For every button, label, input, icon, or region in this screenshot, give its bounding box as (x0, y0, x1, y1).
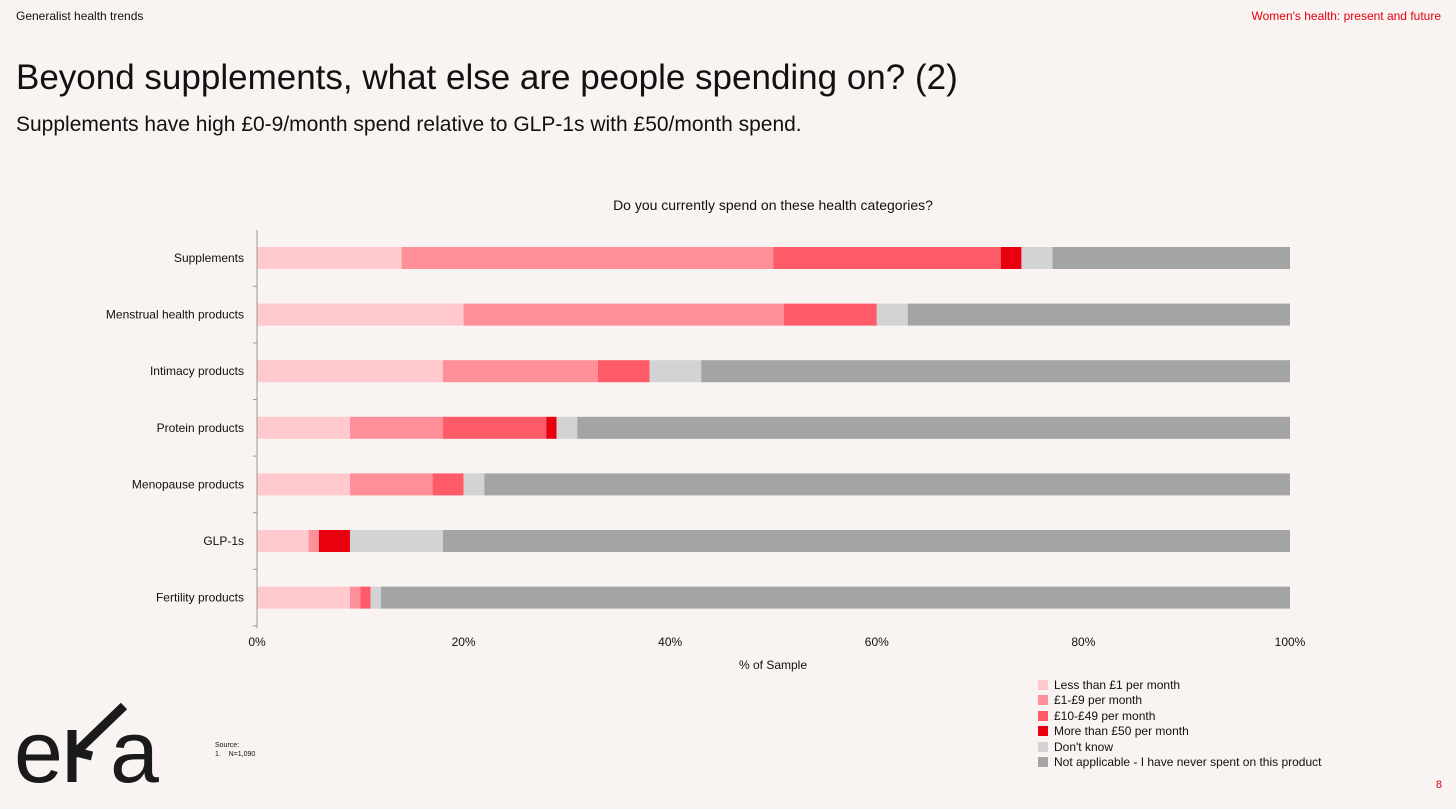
legend-label: More than £50 per month (1054, 724, 1189, 739)
legend-item: Don't know (1038, 739, 1322, 755)
x-tick-label: 40% (658, 635, 682, 649)
category-label: Protein products (157, 421, 244, 435)
category-label: Intimacy products (150, 364, 244, 378)
x-tick-label: 80% (1071, 635, 1095, 649)
bar-segment (257, 586, 350, 609)
bar-segment (773, 247, 1001, 269)
bar-segment (349, 530, 443, 552)
bar-segment (257, 530, 309, 552)
deck-title: Women's health: present and future (1251, 9, 1441, 23)
legend-label: Not applicable - I have never spent on t… (1054, 755, 1322, 770)
chart-legend: Less than £1 per month £1-£9 per month £10… (1038, 677, 1322, 770)
bar-segment (463, 473, 485, 496)
bar-segment (349, 473, 433, 496)
bar-segment (257, 303, 464, 326)
x-tick-label: 0% (248, 635, 266, 649)
legend-label: Don't know (1054, 739, 1113, 754)
category-label: GLP-1s (203, 534, 244, 548)
page-subtitle: Supplements have high £0-9/month spend r… (16, 113, 802, 136)
bar-segment (308, 530, 319, 552)
source-label: Source: (215, 742, 240, 749)
stacked-bar-chart: Do you currently spend on these health c… (106, 197, 1306, 672)
legend-item: More than £50 per month (1038, 724, 1322, 740)
bar-segment (442, 530, 1290, 552)
bar-segment (1052, 247, 1290, 269)
bar-segment (257, 416, 350, 439)
bar-segment (360, 586, 371, 609)
legend-item: Not applicable - I have never spent on t… (1038, 755, 1322, 771)
legend-swatch (1038, 679, 1048, 690)
x-axis-label: % of Sample (739, 658, 807, 672)
category-label: Supplements (174, 251, 244, 265)
legend-item: £1-£9 per month (1038, 693, 1322, 709)
bar-segment (442, 360, 598, 383)
bar-segment (577, 416, 1290, 439)
page-number: 8 (1435, 779, 1442, 791)
bar-segment (401, 247, 774, 269)
x-tick-label: 60% (865, 635, 889, 649)
page-title: Beyond supplements, what else are people… (16, 58, 958, 97)
legend-swatch (1038, 726, 1048, 737)
bar-segment (370, 586, 381, 609)
bar-segment (257, 360, 443, 383)
bar-segment (649, 360, 702, 383)
svg-text:e: e (14, 702, 60, 790)
source-note: Source: 1. N=1,090 (215, 741, 255, 759)
bar-segment (463, 303, 784, 326)
x-tick-label: 100% (1275, 635, 1306, 649)
svg-text:a: a (110, 702, 159, 790)
bar-segment (597, 360, 650, 383)
legend-label: Less than £1 per month (1054, 677, 1181, 692)
legend-label: £10-£49 per month (1054, 708, 1156, 723)
category-label: Menopause products (132, 477, 244, 491)
bar-segment (442, 416, 547, 439)
bar-segment (907, 303, 1290, 326)
bar-segment (349, 416, 443, 439)
bar-segment (1021, 247, 1053, 269)
bar-segment (349, 586, 361, 609)
legend-swatch (1038, 710, 1048, 721)
source-sample-size: 1. N=1,090 (215, 751, 256, 758)
bar-segment (432, 473, 464, 496)
category-label: Menstrual health products (106, 308, 244, 322)
bar-segment (380, 586, 1291, 609)
bar-segment (1000, 247, 1022, 269)
bar-segment (546, 416, 557, 439)
bar-segment (484, 473, 1290, 496)
legend-item: £10-£49 per month (1038, 708, 1322, 724)
bar-segment (318, 530, 350, 552)
bar-segment (876, 303, 908, 326)
bar-segment (783, 303, 877, 326)
bar-segment (701, 360, 1290, 383)
legend-item: Less than £1 per month (1038, 677, 1322, 693)
legend-swatch (1038, 757, 1048, 768)
section-label: Generalist health trends (16, 9, 144, 23)
bar-segment (556, 416, 578, 439)
category-label: Fertility products (156, 591, 244, 605)
bar-segment (257, 247, 402, 269)
x-tick-label: 20% (452, 635, 476, 649)
chart-title: Do you currently spend on these health c… (613, 197, 933, 213)
legend-swatch (1038, 695, 1048, 706)
legend-label: £1-£9 per month (1054, 693, 1143, 708)
bar-segment (257, 473, 350, 496)
legend-swatch (1038, 741, 1048, 752)
eka-logo: e a (14, 700, 184, 801)
